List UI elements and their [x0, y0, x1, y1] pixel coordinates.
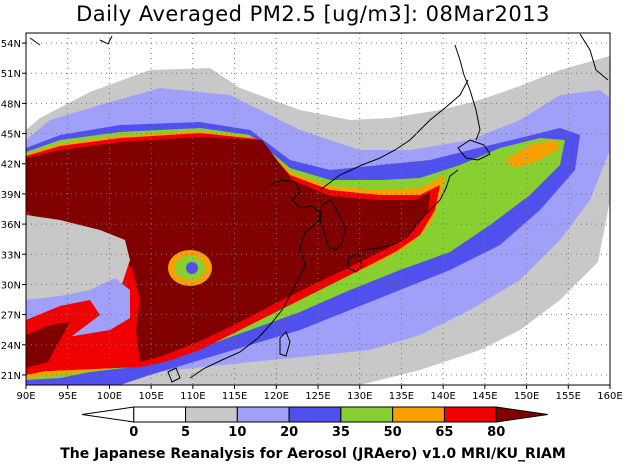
- lon-tick-label: 150E: [514, 391, 539, 402]
- lon-tick-label: 160E: [597, 391, 622, 402]
- sw-darkred: [26, 322, 70, 368]
- lat-tick-label: 45N: [1, 130, 21, 141]
- colorbar-segment: [392, 406, 445, 423]
- lat-tick-label: 21N: [1, 371, 21, 382]
- credit-line: The Japanese Reanalysis for Aerosol (JRA…: [60, 446, 566, 462]
- coast-china: [189, 179, 321, 379]
- colorbar-label: 20: [280, 425, 298, 440]
- coast-sakhalin: [454, 44, 481, 141]
- lon-tick-label: 155E: [556, 391, 581, 402]
- lon-tick-label: 125E: [305, 391, 330, 402]
- lat-lon-grid: [26, 33, 610, 385]
- colorbar-label: 35: [332, 425, 350, 440]
- lon-tick-label: 130E: [347, 391, 372, 402]
- coast-korea: [319, 199, 346, 251]
- colorbar-label: 50: [384, 425, 402, 440]
- colorbar-segment: [81, 406, 135, 423]
- map-title: Daily Averaged PM2.5 [ug/m3]: 08Mar2013: [76, 2, 550, 26]
- pm25-field: [26, 56, 610, 385]
- lat-tick-label: 51N: [1, 69, 21, 80]
- coast-honshu: [359, 169, 459, 251]
- ring-blue: [186, 262, 198, 274]
- colorbar-label: 0: [129, 425, 138, 440]
- lat-tick-label: 36N: [1, 220, 21, 231]
- lat-tick-label: 33N: [1, 250, 21, 261]
- lon-tick-label: 100E: [97, 391, 122, 402]
- coast-russia: [319, 79, 469, 191]
- colorbar: 0 5 10 20 35 50 65 80: [81, 406, 549, 440]
- colorbar-label: 80: [487, 425, 505, 440]
- colorbar-segment: [443, 406, 497, 423]
- lat-tick-label: 24N: [1, 341, 21, 352]
- contour-80: [26, 137, 430, 362]
- colorbar-segment: [495, 406, 549, 423]
- colorbar-label: 5: [181, 425, 190, 440]
- lon-tick-label: 105E: [138, 391, 163, 402]
- contour-50-ne: [505, 140, 560, 168]
- lon-tick-label: 120E: [264, 391, 289, 402]
- lon-tick-label: 140E: [430, 391, 455, 402]
- colorbar-segment: [236, 406, 290, 423]
- colorbar-label: 10: [228, 425, 246, 440]
- lon-tick-label: 110E: [180, 391, 205, 402]
- coast-hainan: [167, 367, 181, 383]
- lat-tick-label: 27N: [1, 311, 21, 322]
- coast-kamchatka: [579, 33, 609, 81]
- coastlines: [29, 33, 609, 383]
- lat-tick-label: 30N: [1, 280, 21, 291]
- lat-tick-label: 54N: [1, 39, 21, 50]
- lon-tick-label: 135E: [389, 391, 414, 402]
- lon-tick-label: 145E: [472, 391, 497, 402]
- colorbar-segment: [133, 406, 187, 423]
- colorbar-segment: [185, 406, 238, 423]
- colorbar-label: 65: [435, 425, 453, 440]
- lat-tick-label: 39N: [1, 190, 21, 201]
- coast-hokkaido: [457, 139, 491, 161]
- lat-tick-label: 48N: [1, 99, 21, 110]
- lon-tick-label: 95E: [58, 391, 77, 402]
- coast-taiwan: [279, 331, 291, 357]
- lon-tick-label: 115E: [222, 391, 247, 402]
- lat-tick-label: 42N: [1, 160, 21, 171]
- colorbar-segment: [288, 406, 342, 423]
- lon-tick-label: 90E: [16, 391, 35, 402]
- coast-north: [29, 35, 113, 46]
- map-axes: 90E 95E 100E 105E 110E 115E 120E 125E 130E 135E 14…: [1, 39, 623, 402]
- colorbar-segment: [340, 406, 394, 423]
